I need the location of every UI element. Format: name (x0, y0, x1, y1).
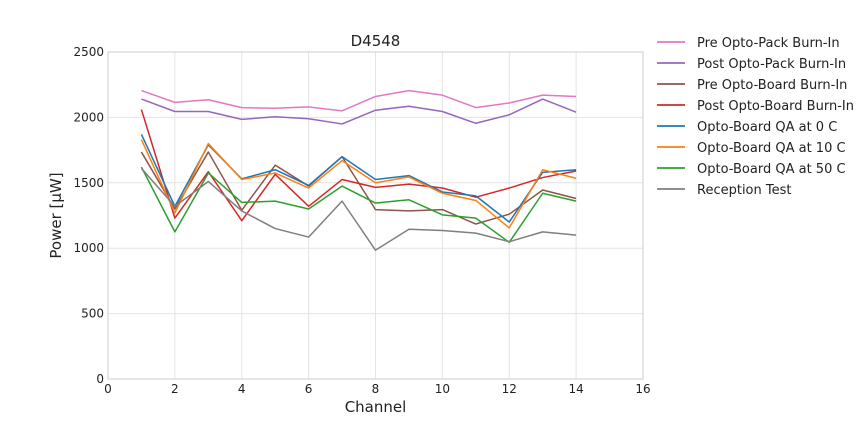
series-group (140, 89, 577, 251)
legend-label: Post Opto-Board Burn-In (697, 99, 854, 114)
y-tick-label: 2000 (73, 110, 104, 124)
series-line (141, 89, 577, 112)
series-line (140, 166, 577, 244)
legend-label: Opto-Board QA at 10 C (697, 141, 846, 156)
x-axis-label: Channel (345, 398, 407, 416)
x-tick-label: 0 (104, 382, 112, 396)
x-tick-label: 2 (171, 382, 179, 396)
x-tick-label: 8 (372, 382, 380, 396)
y-tick-label: 1000 (73, 241, 104, 255)
series-line (140, 139, 577, 229)
legend: Pre Opto-Pack Burn-In Post Opto-Pack Burn… (657, 36, 854, 198)
series-line (141, 98, 577, 125)
series-line (140, 109, 577, 222)
x-tick-label: 12 (502, 382, 517, 396)
y-tick-label: 2500 (73, 45, 104, 59)
legend-label: Reception Test (697, 183, 791, 198)
y-tick-label: 0 (96, 372, 104, 386)
y-axis-label: Power [μW] (47, 172, 65, 258)
legend-label: Opto-Board QA at 50 C (697, 162, 846, 177)
x-tick-label: 16 (635, 382, 650, 396)
y-tick-label: 1500 (73, 176, 104, 190)
x-tick-label: 10 (435, 382, 450, 396)
plot-frame (107, 51, 644, 380)
chart-title: D4548 (351, 32, 401, 50)
tick-labels: 0 2 4 6 8 10 12 14 16 0 500 1000 1500 2000 2500 (73, 45, 650, 396)
x-tick-label: 6 (305, 382, 313, 396)
x-tick-label: 4 (238, 382, 246, 396)
series-line (140, 167, 577, 251)
legend-label: Post Opto-Pack Burn-In (697, 57, 846, 72)
legend-label: Pre Opto-Pack Burn-In (697, 36, 840, 51)
legend-label: Opto-Board QA at 0 C (697, 120, 837, 135)
legend-label: Pre Opto-Board Burn-In (697, 78, 847, 93)
x-tick-label: 14 (568, 382, 583, 396)
y-tick-label: 500 (81, 307, 104, 321)
